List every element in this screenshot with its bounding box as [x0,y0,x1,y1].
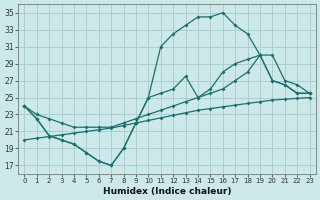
X-axis label: Humidex (Indice chaleur): Humidex (Indice chaleur) [103,187,231,196]
